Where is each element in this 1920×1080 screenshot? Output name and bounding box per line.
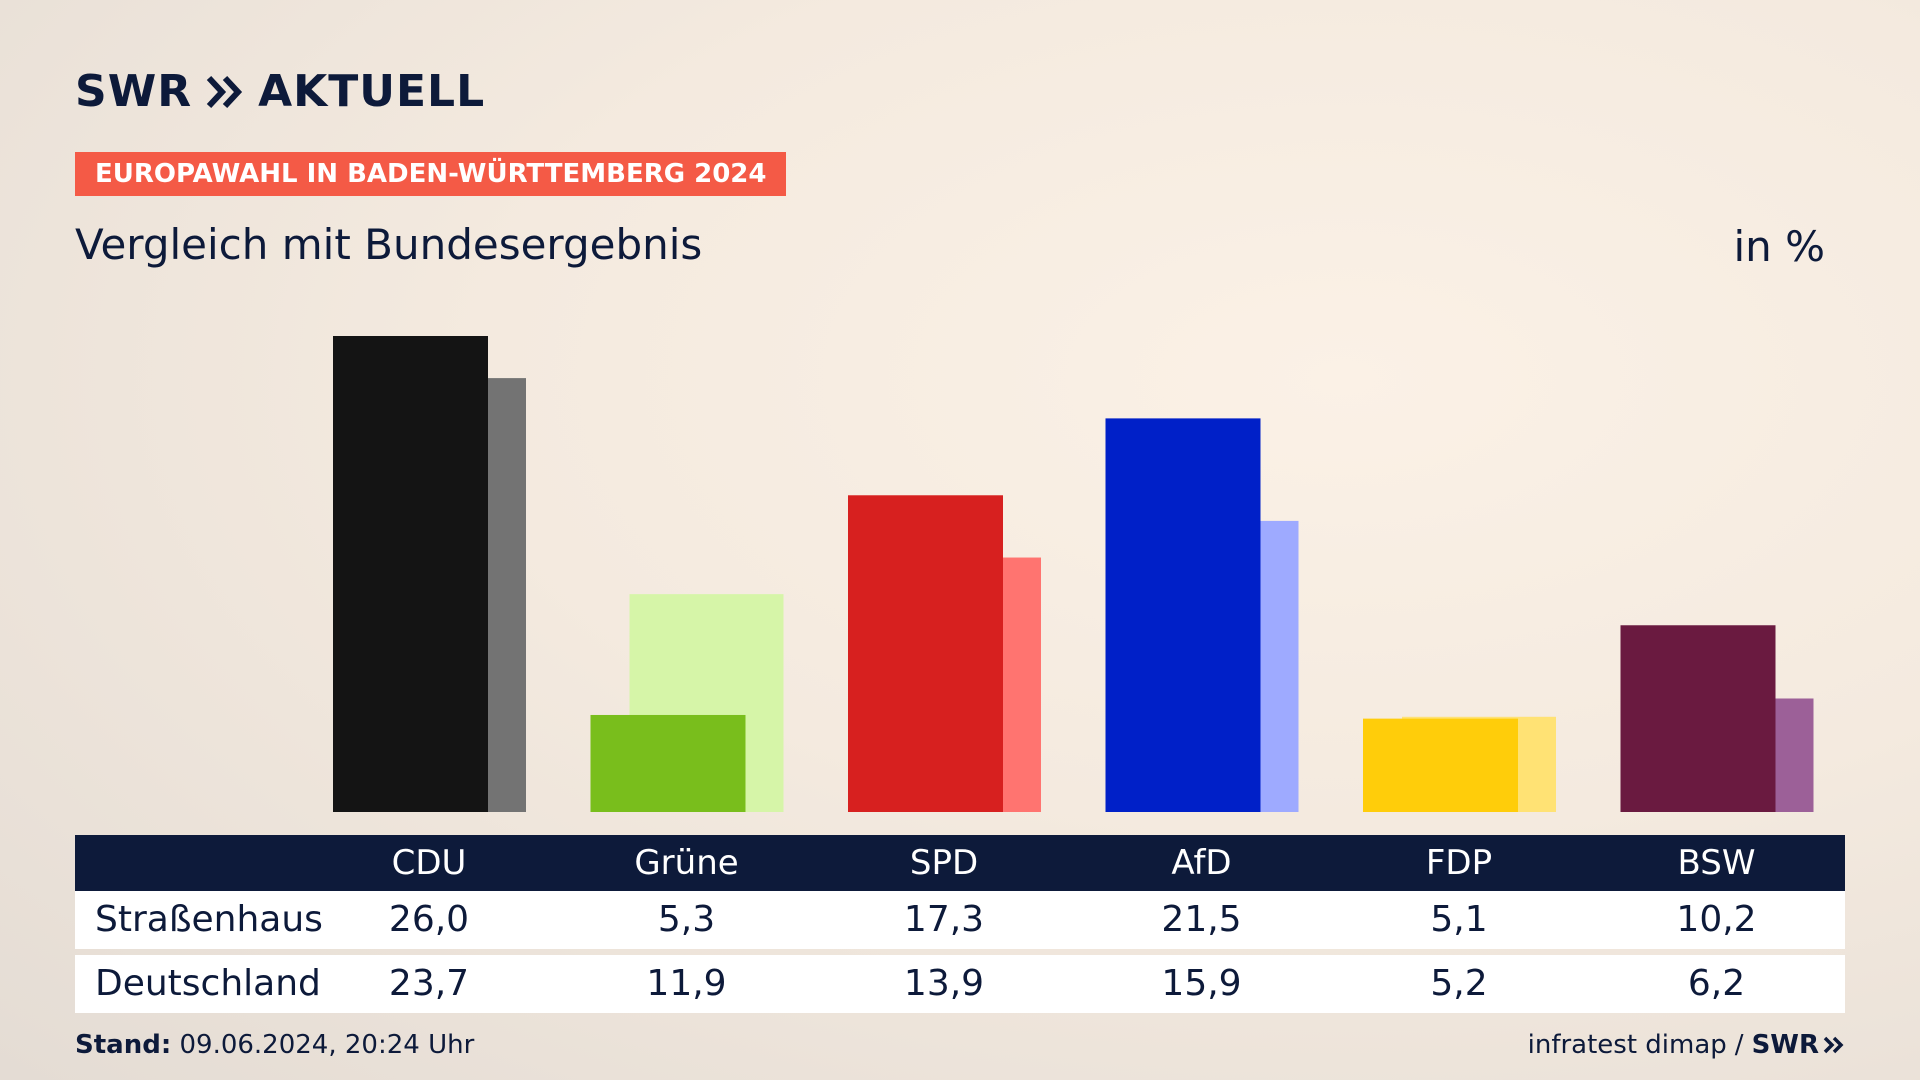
header-cdu: CDU xyxy=(391,843,467,883)
chart-subtitle: Vergleich mit Bundesergebnis xyxy=(75,220,703,269)
header-gruene: Grüne xyxy=(634,843,739,883)
results-table: CDU Grüne SPD AfD FDP BSW Straßenhaus 26,0 5,3 1… xyxy=(75,835,1845,1013)
value-cell-cdu: 23,7 xyxy=(388,963,470,1004)
unit-label: in % xyxy=(1733,222,1825,271)
bar-strassenhaus-cdu xyxy=(333,336,488,812)
header-afd: AfD xyxy=(1171,843,1232,883)
header-bsw: BSW xyxy=(1677,843,1756,883)
footer-logo-text: SWR xyxy=(1751,1030,1819,1060)
table-header: CDU Grüne SPD AfD FDP BSW xyxy=(75,835,1845,891)
value-cell-afd: 21,5 xyxy=(1161,899,1242,940)
value-cell-fdp: 5,1 xyxy=(1430,899,1488,940)
brand-suffix: AKTUELL xyxy=(258,66,486,117)
value-cell-fdp: 5,2 xyxy=(1430,963,1488,1004)
table-body: Straßenhaus 26,0 5,3 17,3 21,5 5,1 10,2 Deutsch… xyxy=(75,891,1845,1013)
bar-strassenhaus-bsw xyxy=(1620,625,1776,812)
chevron-right-icon xyxy=(206,74,244,110)
brand-logo: SWR AKTUELL xyxy=(75,66,485,117)
value-cell-gruene: 11,9 xyxy=(646,963,727,1004)
table-row: Deutschland 23,7 11,9 13,9 15,9 5,2 6,2 xyxy=(75,955,1845,1013)
bar-strassenhaus-fdp xyxy=(1363,718,1518,812)
election-badge: EUROPAWAHL IN BADEN-WÜRTTEMBERG 2024 xyxy=(75,152,787,196)
value-cell-bsw: 6,2 xyxy=(1687,963,1746,1004)
row-label: Deutschland xyxy=(95,963,321,1004)
value-cell-spd: 13,9 xyxy=(903,963,985,1004)
source-text: infratest dimap xyxy=(1527,1030,1727,1060)
footer-source: infratest dimap / SWR xyxy=(1528,1030,1845,1060)
footer-logo: SWR xyxy=(1752,1030,1845,1060)
bar-strassenhaus-gruene xyxy=(590,714,746,812)
value-cell-cdu: 26,0 xyxy=(388,899,470,940)
header-spd: SPD xyxy=(909,843,979,883)
brand-name: SWR xyxy=(75,66,193,117)
stand-label: Stand: xyxy=(75,1030,172,1060)
footer-stand: Stand: 09.06.2024, 20:24 Uhr xyxy=(75,1030,474,1060)
value-cell-spd: 17,3 xyxy=(903,899,985,940)
value-cell-bsw: 10,2 xyxy=(1676,899,1757,940)
bar-strassenhaus-afd xyxy=(1105,418,1261,812)
chevron-right-icon xyxy=(1823,1036,1844,1054)
header-fdp: FDP xyxy=(1425,843,1493,883)
stand-value: 09.06.2024, 20:24 Uhr xyxy=(179,1030,475,1060)
source-separator: / xyxy=(1734,1030,1744,1060)
value-cell-gruene: 5,3 xyxy=(657,899,716,940)
row-label: Straßenhaus xyxy=(95,899,323,940)
bar-strassenhaus-spd xyxy=(848,495,1003,812)
table-row: Straßenhaus 26,0 5,3 17,3 21,5 5,1 10,2 xyxy=(75,891,1845,949)
value-cell-afd: 15,9 xyxy=(1161,963,1242,1004)
